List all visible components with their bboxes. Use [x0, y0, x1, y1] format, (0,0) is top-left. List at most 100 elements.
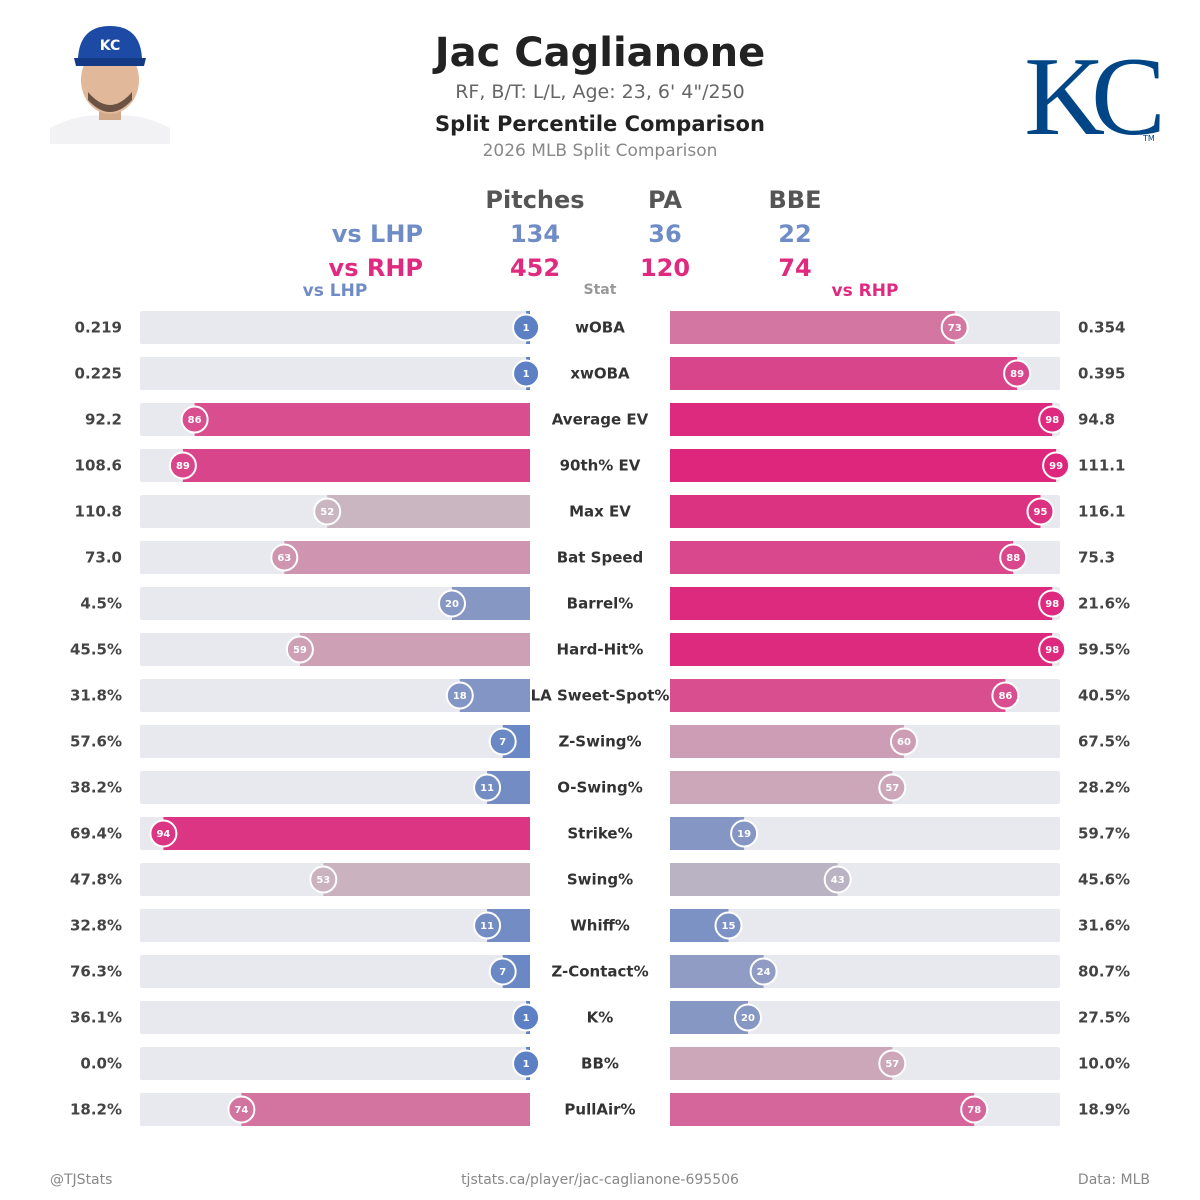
- rhp-percentile-marker: [749, 957, 778, 986]
- lhp-percentile-marker: [149, 819, 178, 848]
- stat-row: 94 19 Strike% 69.4% 59.7%: [70, 817, 1130, 850]
- stat-row: 86 98 Average EV 92.2 94.8: [85, 403, 1115, 436]
- summary-table: Pitches PA BBE vs LHP 134 36 22 vs RHP 452 120 74: [329, 186, 822, 282]
- lhp-percentile-marker: [473, 911, 502, 940]
- center-column-header: Stat: [584, 282, 617, 298]
- stat-name: wOBA: [575, 319, 625, 337]
- lhp-bar: [327, 495, 530, 528]
- player-headshot: KC: [50, 26, 170, 144]
- rhp-bar: [670, 449, 1057, 482]
- stat-name: Bat Speed: [557, 549, 644, 567]
- rhp-percentile-label: 98: [1045, 415, 1059, 426]
- lhp-percentile-label: 1: [523, 369, 530, 380]
- rhp-percentile-label: 99: [1049, 461, 1063, 472]
- lhp-value: 108.6: [75, 457, 122, 475]
- stat-row: 20 98 Barrel% 4.5% 21.6%: [80, 587, 1130, 620]
- stat-name: LA Sweet-Spot%: [531, 687, 670, 705]
- lhp-percentile-label: 59: [293, 645, 307, 656]
- stat-row: 74 78 PullAir% 18.2% 18.9%: [70, 1093, 1130, 1126]
- summary-value: 22: [778, 220, 811, 248]
- rhp-percentile-label: 95: [1034, 507, 1048, 518]
- lhp-track: [140, 679, 530, 712]
- lhp-percentile-marker: [270, 543, 299, 572]
- lhp-percentile-marker: [488, 727, 517, 756]
- stat-row: 11 15 Whiff% 32.8% 31.6%: [70, 909, 1130, 942]
- rhp-value: 59.7%: [1078, 825, 1130, 843]
- stat-name: O-Swing%: [557, 779, 643, 797]
- lhp-value: 38.2%: [70, 779, 122, 797]
- rhp-percentile-marker: [940, 313, 969, 342]
- rhp-percentile-marker: [1038, 405, 1067, 434]
- lhp-percentile-marker: [445, 681, 474, 710]
- lhp-track: [140, 955, 530, 988]
- lhp-percentile-label: 94: [156, 829, 170, 840]
- stat-row: 7 60 Z-Swing% 57.6% 67.5%: [70, 725, 1130, 758]
- rhp-percentile-marker: [1026, 497, 1055, 526]
- lhp-value: 45.5%: [70, 641, 122, 659]
- stat-name: Z-Contact%: [551, 963, 648, 981]
- right-column-header: vs RHP: [832, 281, 899, 301]
- rhp-percentile-marker: [960, 1095, 989, 1124]
- summary-value: 452: [510, 254, 560, 282]
- rhp-bar: [670, 587, 1053, 620]
- stat-row: 18 86 LA Sweet-Spot% 31.8% 40.5%: [70, 679, 1130, 712]
- stat-name: Z-Swing%: [558, 733, 641, 751]
- stat-name: Swing%: [567, 871, 633, 889]
- chart-subtitle: 2026 MLB Split Comparison: [483, 141, 718, 161]
- rhp-percentile-label: 43: [831, 875, 845, 886]
- rhp-percentile-marker: [890, 727, 918, 756]
- lhp-track: [140, 1001, 530, 1034]
- rhp-percentile-label: 98: [1045, 599, 1059, 610]
- rhp-bar: [670, 633, 1053, 666]
- rhp-percentile-label: 73: [948, 323, 962, 334]
- rhp-percentile-label: 19: [737, 829, 751, 840]
- lhp-percentile-marker: [512, 359, 541, 388]
- rhp-percentile-label: 57: [885, 1059, 899, 1070]
- lhp-percentile-label: 11: [480, 783, 494, 794]
- lhp-percentile-label: 1: [523, 323, 530, 334]
- stat-row: 1 89 xwOBA 0.225 0.395: [75, 357, 1125, 390]
- lhp-percentile-marker: [488, 957, 517, 986]
- stat-name: Average EV: [552, 411, 649, 429]
- stat-row: 52 95 Max EV 110.8 116.1: [75, 495, 1125, 528]
- rhp-value: 75.3: [1078, 549, 1115, 567]
- footer-handle: @TJStats: [50, 1172, 112, 1188]
- rhp-value: 31.6%: [1078, 917, 1130, 935]
- chart-title: Split Percentile Comparison: [435, 112, 765, 136]
- lhp-percentile-marker: [512, 313, 541, 342]
- lhp-percentile-marker: [512, 1003, 541, 1032]
- lhp-percentile-label: 7: [499, 737, 506, 748]
- rhp-percentile-marker: [1038, 589, 1067, 618]
- stat-row: 11 57 O-Swing% 38.2% 28.2%: [70, 771, 1130, 804]
- rhp-bar: [670, 955, 764, 988]
- lhp-bar: [241, 1093, 530, 1126]
- rhp-value: 10.0%: [1078, 1055, 1130, 1073]
- lhp-percentile-label: 20: [445, 599, 459, 610]
- lhp-value: 73.0: [85, 549, 122, 567]
- lhp-percentile-label: 53: [316, 875, 330, 886]
- lhp-percentile-label: 52: [320, 507, 334, 518]
- rhp-bar: [670, 403, 1053, 436]
- rhp-value: 40.5%: [1078, 687, 1130, 705]
- lhp-percentile-marker: [512, 1049, 541, 1078]
- rhp-value: 94.8: [1078, 411, 1115, 429]
- rhp-bar: [670, 863, 838, 896]
- rhp-percentile-label: 88: [1006, 553, 1020, 564]
- lhp-bar: [323, 863, 530, 896]
- rhp-percentile-marker: [734, 1003, 762, 1032]
- cap-logo-text: KC: [100, 38, 121, 54]
- rhp-value: 59.5%: [1078, 641, 1130, 659]
- rhp-track: [670, 909, 1060, 942]
- lhp-value: 92.2: [85, 411, 122, 429]
- stat-name: Barrel%: [567, 595, 634, 613]
- summary-row-label: vs LHP: [332, 220, 423, 248]
- rhp-bar: [670, 357, 1018, 390]
- rhp-value: 116.1: [1078, 503, 1125, 521]
- summary-row-label: vs RHP: [329, 254, 423, 282]
- rhp-percentile-label: 60: [897, 737, 911, 748]
- rhp-percentile-marker: [999, 543, 1028, 572]
- stat-name: Whiff%: [570, 917, 630, 935]
- lhp-track: [140, 357, 530, 390]
- rhp-percentile-marker: [823, 865, 852, 894]
- rhp-bar: [670, 725, 904, 758]
